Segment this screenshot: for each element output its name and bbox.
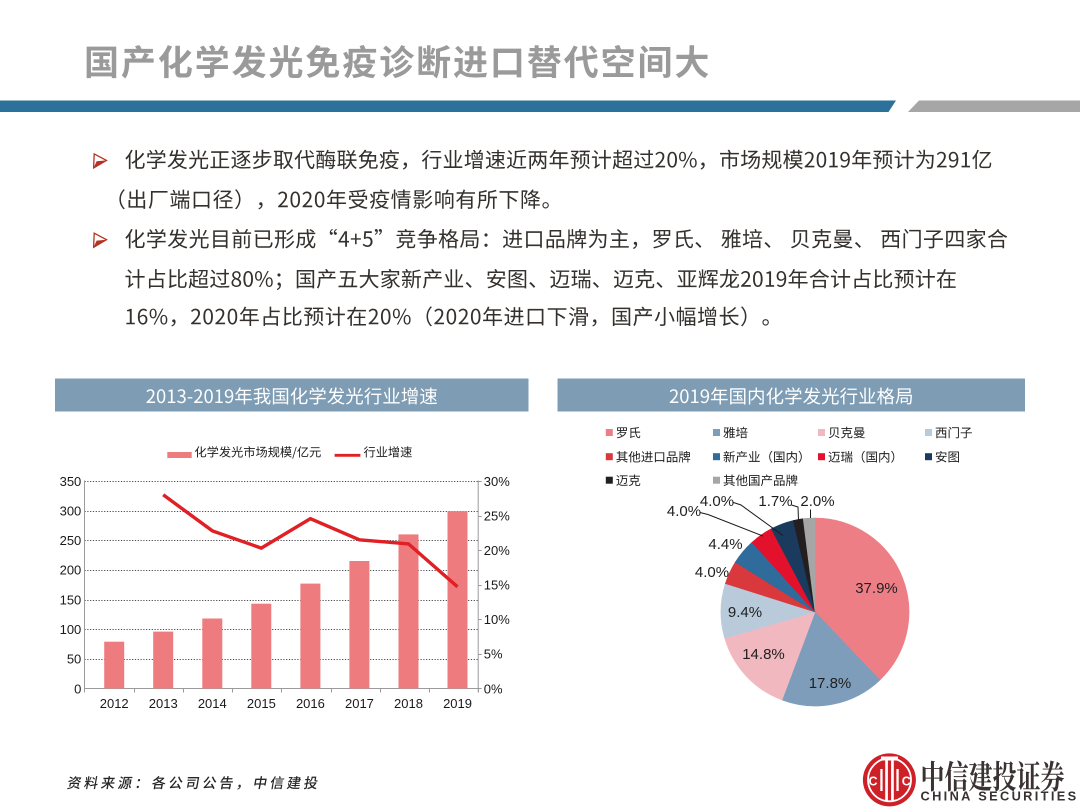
svg-text:10%: 10%	[484, 612, 510, 627]
svg-text:2017: 2017	[345, 696, 374, 711]
svg-text:100: 100	[60, 622, 82, 637]
svg-text:15%: 15%	[484, 578, 510, 593]
svg-text:17.8%: 17.8%	[809, 675, 852, 692]
svg-text:30%: 30%	[484, 474, 510, 489]
svg-text:20%: 20%	[484, 543, 510, 558]
svg-text:50: 50	[67, 652, 81, 667]
svg-text:2.0%: 2.0%	[800, 493, 834, 510]
svg-text:2018: 2018	[394, 696, 423, 711]
svg-text:C: C	[902, 775, 911, 789]
svg-text:25%: 25%	[484, 508, 510, 523]
svg-text:2012: 2012	[100, 696, 129, 711]
svg-text:350: 350	[60, 474, 82, 489]
svg-text:2016: 2016	[296, 696, 325, 711]
svg-text:250: 250	[60, 533, 82, 548]
svg-text:1.7%: 1.7%	[758, 493, 792, 510]
svg-text:150: 150	[60, 592, 82, 607]
svg-text:CHINA SECURITIES: CHINA SECURITIES	[921, 789, 1079, 804]
svg-text:300: 300	[60, 503, 82, 518]
svg-text:0%: 0%	[484, 681, 503, 696]
svg-text:2019: 2019	[443, 696, 472, 711]
svg-text:4.0%: 4.0%	[667, 503, 701, 520]
svg-text:4.4%: 4.4%	[708, 536, 742, 553]
svg-text:4.0%: 4.0%	[695, 564, 729, 581]
svg-text:9.4%: 9.4%	[728, 604, 762, 621]
svg-text:2013: 2013	[149, 696, 178, 711]
svg-text:0: 0	[74, 681, 81, 696]
svg-text:14.8%: 14.8%	[742, 646, 785, 663]
svg-text:2015: 2015	[247, 696, 276, 711]
svg-text:C: C	[869, 775, 878, 789]
svg-text:2014: 2014	[198, 696, 227, 711]
svg-text:5%: 5%	[484, 647, 503, 662]
svg-text:200: 200	[60, 563, 82, 578]
svg-text:37.9%: 37.9%	[855, 580, 898, 597]
svg-text:4.0%: 4.0%	[700, 493, 734, 510]
